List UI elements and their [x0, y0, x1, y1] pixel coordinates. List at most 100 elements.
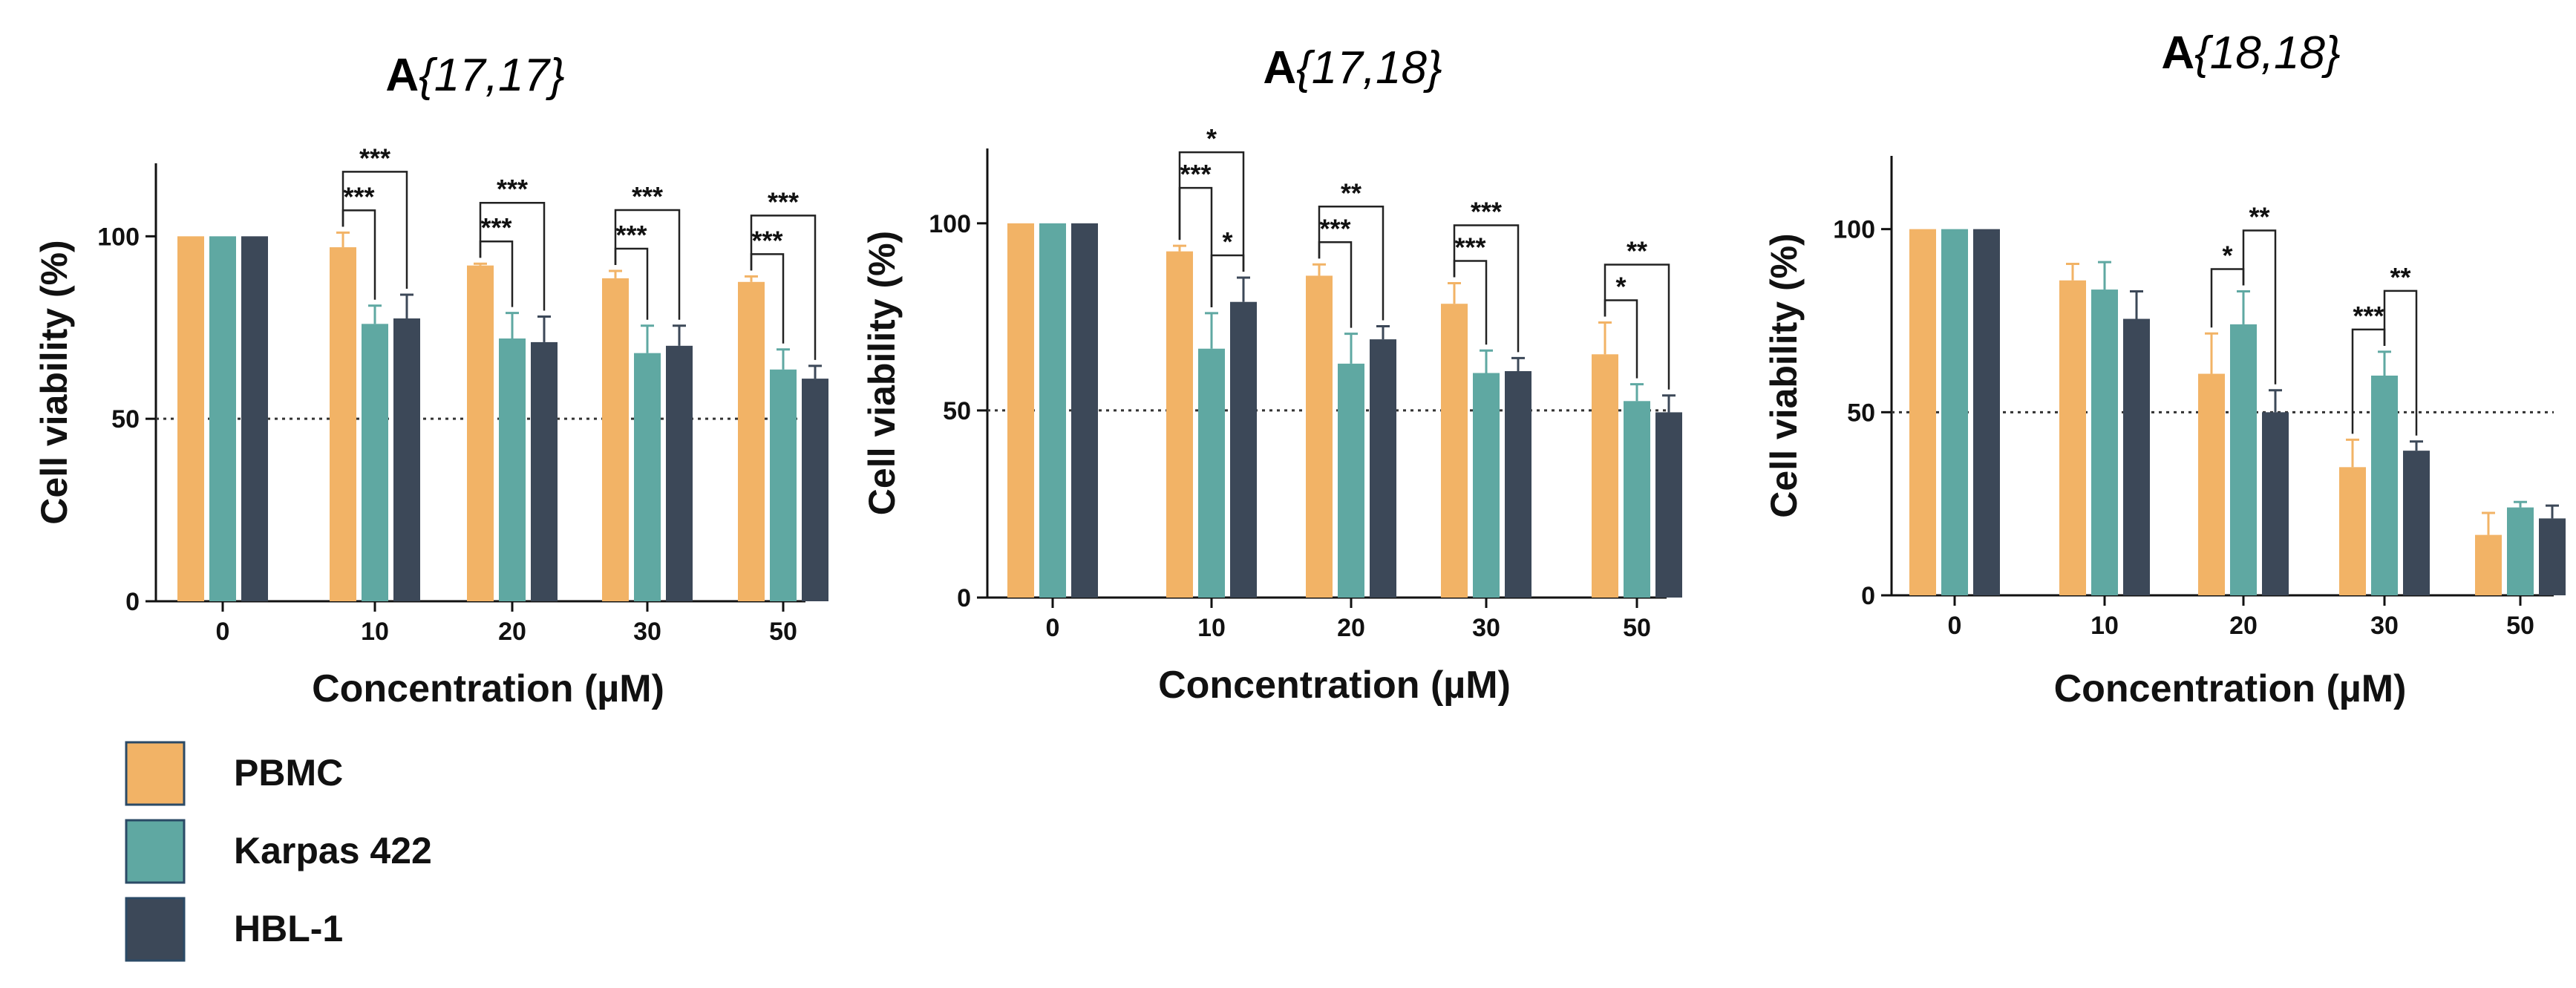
bar-karpas-422: [2091, 289, 2118, 595]
panel-a-17-17: A{17,17} 0 50 100 0 10 20 30 50 Concentration (µ…: [33, 50, 828, 710]
bar-karpas-422: [2371, 376, 2398, 595]
significance-label: ***: [1319, 213, 1350, 243]
significance-label: **: [2390, 262, 2410, 292]
significance-label: ***: [1471, 197, 1502, 227]
bar-hbl-1: [1655, 412, 1682, 598]
significance-bracket: [1318, 206, 1385, 321]
significance-label: **: [2249, 202, 2269, 232]
bar-hbl-1: [2123, 318, 2150, 595]
y-tick-label: 0: [957, 584, 971, 612]
x-axis-title: Concentration (µM): [312, 667, 664, 710]
bar-hbl-1: [2403, 451, 2430, 595]
significance-bracket: [750, 215, 817, 360]
bar-karpas-422: [1941, 229, 1968, 595]
significance-label: ***: [632, 181, 663, 212]
y-tick-label: 0: [1861, 582, 1875, 610]
legend-label: PBMC: [234, 752, 343, 794]
y-axis-title: Cell viability (%): [33, 240, 75, 524]
significance-bracket: [2210, 268, 2245, 328]
bar-pbmc: [467, 265, 494, 601]
significance-label: ***: [751, 225, 782, 255]
bar-hbl-1: [2262, 412, 2289, 595]
y-tick-label: 100: [97, 223, 140, 251]
significance-label: ***: [1454, 232, 1485, 263]
bar-karpas-422: [1039, 223, 1066, 598]
bar-hbl-1: [802, 379, 828, 601]
x-tick-label: 10: [2090, 612, 2119, 640]
y-tick-label: 0: [125, 588, 140, 616]
x-tick-label: 20: [498, 618, 526, 646]
bar-karpas-422: [634, 353, 661, 601]
significance-label: *: [1615, 271, 1626, 301]
significance-bracket: [479, 201, 546, 311]
bar-pbmc: [330, 247, 356, 601]
legend-swatch-hbl-1: [125, 897, 186, 962]
bar-hbl-1: [2539, 518, 2566, 595]
bar-pbmc: [1306, 275, 1333, 598]
significance-label: *: [1222, 226, 1232, 257]
bar-pbmc: [602, 278, 629, 601]
bar-pbmc: [2339, 467, 2366, 595]
x-tick-label: 0: [1046, 614, 1060, 642]
significance-bracket: [1604, 264, 1670, 390]
chart-title: A{18,18}: [2161, 27, 2340, 79]
bar-karpas-422: [2230, 324, 2257, 595]
significance-bracket: [1210, 254, 1245, 307]
significance-bracket: [1178, 151, 1245, 272]
significance-label: **: [1341, 177, 1361, 208]
significance-label: ***: [497, 174, 528, 204]
bar-pbmc: [1909, 229, 1936, 595]
legend-swatch-karpas-422: [125, 819, 186, 884]
x-tick-label: 30: [633, 618, 661, 646]
x-tick-label: 0: [216, 618, 230, 646]
bar-karpas-422: [362, 324, 388, 601]
y-tick-label: 100: [1833, 216, 1875, 244]
significance-bracket: [614, 209, 681, 320]
x-tick-label: 50: [1623, 614, 1651, 642]
bar-hbl-1: [1230, 301, 1257, 598]
legend-swatch-pbmc: [125, 741, 186, 806]
significance-label: ***: [768, 186, 799, 217]
significance-label: ***: [480, 212, 511, 243]
chart-title: A{17,18}: [1263, 42, 1442, 94]
legend-label: HBL-1: [234, 908, 343, 949]
bar-hbl-1: [1505, 370, 1531, 598]
significance-label: **: [1627, 235, 1647, 266]
significance-label: *: [1206, 123, 1217, 154]
panel-a-18-18: A{18,18} 0 50 100 0 10 20 30 50 Concentration (µ…: [1763, 27, 2566, 710]
bar-hbl-1: [666, 345, 693, 601]
bar-karpas-422: [1338, 363, 1364, 598]
bar-karpas-422: [209, 236, 236, 601]
significance-label: ***: [359, 143, 390, 173]
bar-pbmc: [2059, 280, 2086, 595]
chart-title: A{17,17}: [385, 50, 564, 101]
bar-pbmc: [738, 281, 765, 601]
significance-label: ***: [343, 181, 374, 212]
legend-label: Karpas 422: [234, 830, 432, 871]
bar-hbl-1: [531, 341, 558, 601]
y-tick-label: 50: [1847, 399, 1875, 427]
bar-karpas-422: [770, 369, 797, 601]
bar-hbl-1: [241, 236, 268, 601]
significance-label: ***: [1180, 159, 1211, 189]
significance-label: *: [2222, 241, 2232, 271]
x-tick-label: 10: [1197, 614, 1226, 642]
x-tick-label: 30: [1472, 614, 1500, 642]
bar-karpas-422: [2507, 507, 2534, 595]
bar-karpas-422: [499, 338, 526, 601]
bar-hbl-1: [393, 318, 420, 601]
significance-label: ***: [615, 220, 647, 250]
bar-pbmc: [2475, 534, 2502, 595]
significance-label: ***: [2353, 301, 2384, 331]
bar-karpas-422: [1198, 348, 1225, 598]
bar-hbl-1: [1071, 223, 1098, 598]
bar-hbl-1: [1973, 229, 2000, 595]
significance-bracket: [341, 171, 408, 289]
x-tick-label: 30: [2370, 612, 2399, 640]
y-tick-label: 50: [111, 405, 140, 434]
y-axis-title: Cell viability (%): [1763, 233, 1805, 517]
bar-pbmc: [2198, 373, 2225, 595]
x-axis-title: Concentration (µM): [1158, 664, 1511, 707]
bar-pbmc: [1166, 251, 1193, 598]
